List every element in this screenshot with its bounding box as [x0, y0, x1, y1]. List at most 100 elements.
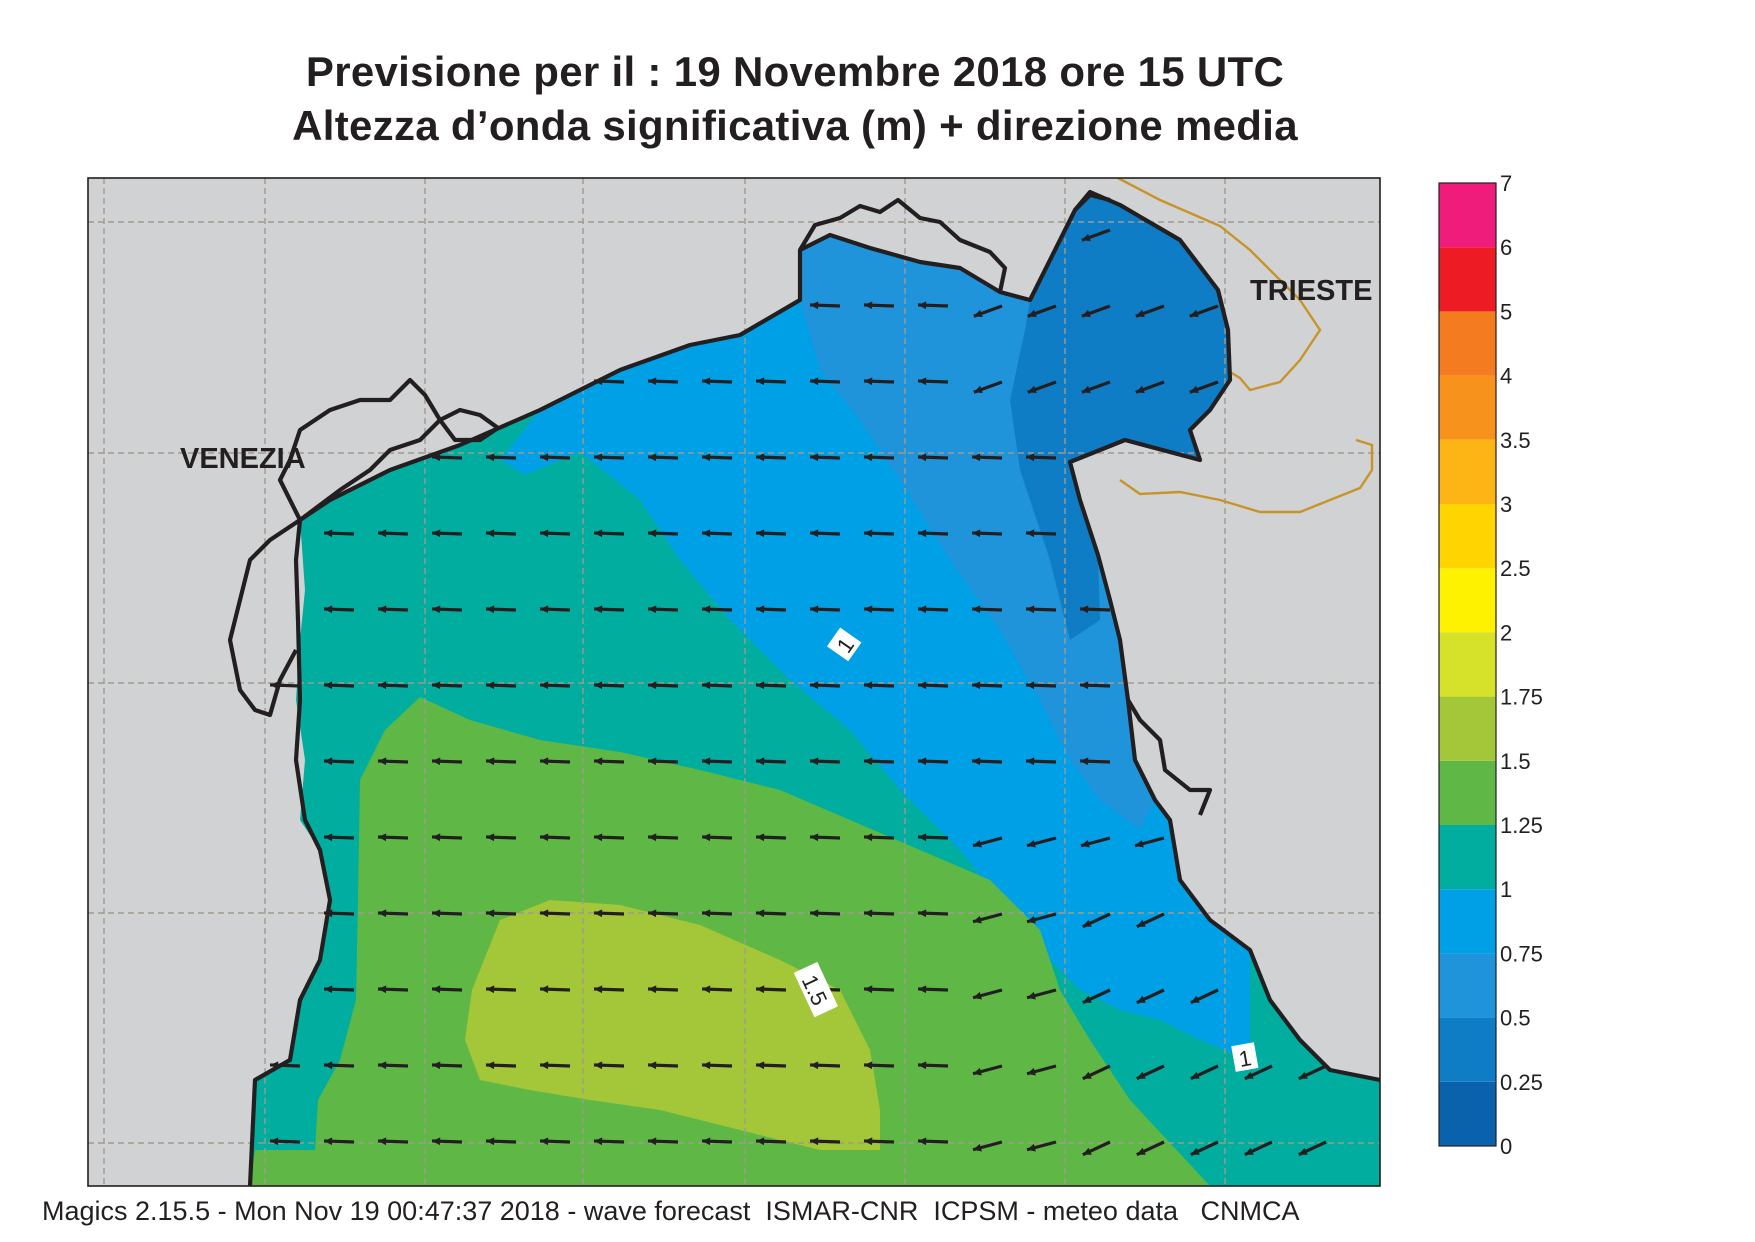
wave-arrow	[701, 1137, 733, 1146]
colorbar-frame	[1438, 182, 1497, 1147]
wave-arrow	[1136, 1140, 1165, 1157]
wave-arrow	[539, 1137, 571, 1146]
wave-arrow	[863, 757, 895, 766]
wave-arrow	[431, 833, 463, 842]
wave-arrow	[647, 1137, 679, 1146]
contour-labels: 11.51	[793, 627, 1259, 1072]
wave-arrow	[917, 301, 949, 310]
wave-arrow	[809, 453, 841, 462]
wave-arrow	[539, 1061, 571, 1070]
wave-arrow	[755, 605, 787, 614]
colorbar-tick-label: 6	[1500, 235, 1512, 260]
wave-arrow	[485, 605, 517, 614]
coastline	[227, 189, 1380, 1186]
wave-arrow	[377, 605, 409, 614]
colorbar-tick-label: 0	[1500, 1134, 1512, 1159]
wave-arrow	[593, 833, 625, 842]
wave-arrow	[917, 529, 949, 538]
wave-arrow	[431, 681, 463, 690]
wave-arrow	[539, 757, 571, 766]
colorbar-swatch	[1439, 568, 1496, 633]
wave-arrow	[971, 529, 1003, 538]
wave-arrow	[1082, 988, 1111, 1005]
wave-arrow	[593, 985, 625, 994]
wave-arrow	[863, 833, 895, 842]
wave-arrow	[972, 836, 1003, 848]
wave-arrow	[971, 757, 1003, 766]
wave-arrow	[1244, 1064, 1273, 1081]
wave-arrow	[431, 1137, 463, 1146]
wave-arrow	[431, 757, 463, 766]
wave-arrow	[431, 909, 463, 918]
wave-arrow	[863, 377, 895, 386]
footer-credits: Magics 2.15.5 - Mon Nov 19 00:47:37 2018…	[42, 1196, 1300, 1226]
wave-arrow	[1135, 304, 1165, 318]
wave-arrow	[593, 757, 625, 766]
wave-arrow	[323, 605, 355, 614]
wave-arrow	[917, 377, 949, 386]
wave-direction-arrows	[269, 228, 1327, 1157]
wave-arrow	[1079, 757, 1111, 766]
wave-arrow	[1027, 380, 1057, 394]
wave-arrow	[755, 985, 787, 994]
wave-arrow	[1081, 304, 1111, 318]
wave-arrow	[917, 909, 949, 918]
map-frame	[87, 177, 1381, 1187]
wave-arrow	[1079, 605, 1111, 614]
wave-arrow	[863, 985, 895, 994]
svg-text:1: 1	[1237, 1045, 1253, 1072]
wave-arrow	[377, 681, 409, 690]
wave-arrow	[863, 301, 895, 310]
colorbar-tick-label: 1.5	[1500, 749, 1531, 774]
wave-arrow	[1026, 988, 1057, 1000]
wave-arrow	[647, 605, 679, 614]
wave-arrow	[917, 1061, 949, 1070]
wave-arrow	[701, 453, 733, 462]
colorbar-swatch	[1439, 1017, 1496, 1082]
wave-arrow	[485, 529, 517, 538]
wave-arrow	[323, 833, 355, 842]
wave-arrow	[1134, 836, 1165, 848]
colorbar-tick-label: 4	[1500, 364, 1512, 389]
wave-arrow	[809, 301, 841, 310]
sea-zone-1.5-1.75	[465, 900, 880, 1150]
wave-arrow	[1190, 1064, 1219, 1081]
wave-arrow	[863, 1061, 895, 1070]
wave-arrow	[485, 1137, 517, 1146]
contour-label: 1	[1231, 1042, 1259, 1072]
colorbar-tick-label: 1.25	[1500, 813, 1543, 838]
wave-arrow	[1136, 912, 1165, 929]
wave-arrow	[647, 377, 679, 386]
wave-arrow	[593, 529, 625, 538]
wave-arrow	[701, 985, 733, 994]
wave-arrow	[1298, 1064, 1327, 1081]
wave-arrow	[1082, 1064, 1111, 1081]
map-graticule	[88, 178, 1380, 1186]
wave-arrow	[485, 909, 517, 918]
wave-arrow	[377, 1137, 409, 1146]
colorbar-swatch	[1439, 247, 1496, 312]
forecast-subtitle: Altezza d’onda significativa (m) + direz…	[292, 102, 1298, 149]
wave-arrow	[917, 605, 949, 614]
wave-arrow	[323, 985, 355, 994]
wave-arrow	[755, 833, 787, 842]
wave-arrow	[863, 453, 895, 462]
colorbar-swatch	[1439, 889, 1496, 954]
wave-arrow	[809, 1137, 841, 1146]
wave-arrow	[593, 377, 625, 386]
wave-arrow	[539, 681, 571, 690]
wave-arrow	[1026, 1064, 1057, 1076]
colorbar-tick-label: 3.5	[1500, 428, 1531, 453]
wave-arrow	[1190, 988, 1219, 1005]
wave-arrow	[647, 757, 679, 766]
wave-arrow	[701, 681, 733, 690]
wave-arrow	[485, 833, 517, 842]
wave-arrow	[647, 681, 679, 690]
wave-arrow	[809, 605, 841, 614]
wave-arrow	[1189, 380, 1219, 394]
wave-arrow	[809, 909, 841, 918]
colorbar-swatch	[1439, 375, 1496, 440]
wave-arrow	[1244, 1140, 1273, 1157]
wave-arrow	[917, 1137, 949, 1146]
